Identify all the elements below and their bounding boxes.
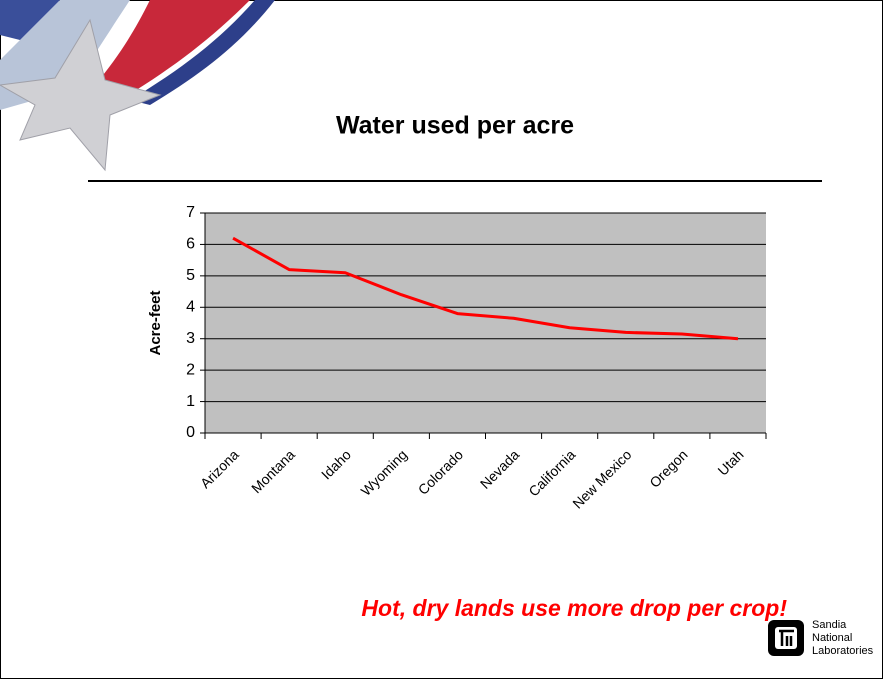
y-tick-label: 2 — [186, 361, 195, 378]
y-tick-label: 5 — [186, 267, 195, 284]
y-tick-label: 3 — [186, 330, 195, 347]
star-decoration — [0, 0, 275, 172]
logo: Sandia National Laboratories — [768, 619, 874, 657]
y-axis-label: Acre-feet — [147, 290, 164, 355]
chart-title: Water used per acre — [336, 112, 574, 140]
logo-text: Sandia — [812, 619, 847, 631]
y-tick-label: 1 — [186, 393, 195, 410]
y-tick-label: 4 — [186, 299, 195, 316]
data-line — [232, 236, 739, 341]
caption: Hot, dry lands use more drop per crop! — [361, 595, 787, 621]
y-tick-label: 6 — [186, 236, 195, 253]
y-tick-label: 7 — [186, 204, 195, 221]
logo-text: Laboratories — [812, 645, 874, 657]
plot-area — [205, 213, 766, 433]
logo-text: National — [812, 632, 852, 644]
y-tick-label: 0 — [186, 424, 195, 441]
